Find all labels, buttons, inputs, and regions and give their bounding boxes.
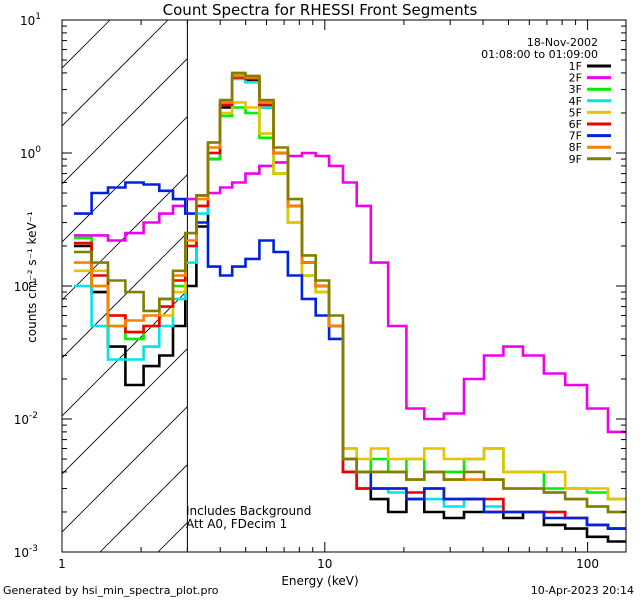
series-line-9F: [74, 71, 626, 514]
hatch-line: [62, 20, 169, 127]
series-line-6F: [74, 76, 626, 530]
hatch-line: [62, 58, 188, 185]
y-tick-exponent: 0: [35, 145, 41, 155]
hatch-line: [62, 406, 188, 533]
y-tick-label: 10-2: [14, 411, 38, 427]
series-line-7F: [74, 181, 626, 530]
y-tick-label: 101: [20, 12, 41, 28]
series-line-8F: [74, 74, 626, 514]
timestamp-label: 10-Apr-2023 20:14: [530, 584, 634, 597]
y-tick-label: 10-3: [14, 544, 38, 560]
x-tick-label: 100: [576, 557, 599, 571]
series-line-2F: [74, 151, 626, 434]
series-line-5F: [74, 101, 626, 501]
y-tick-label: 100: [20, 145, 41, 161]
series-line-4F: [74, 77, 626, 530]
legend-label-5F: 5F: [569, 106, 582, 119]
y-axis-label: counts cm⁻² s⁻¹ keV⁻¹: [25, 211, 39, 343]
series-line-3F: [74, 106, 626, 501]
legend-label-3F: 3F: [569, 83, 582, 96]
hatch-line: [62, 174, 188, 301]
legend-label-2F: 2F: [569, 72, 582, 85]
legend-label-9F: 9F: [569, 153, 582, 166]
background-note: Includes Background: [186, 504, 312, 518]
legend-label-1F: 1F: [569, 60, 582, 73]
x-tick-label: 1: [58, 557, 66, 571]
x-axis-label: Energy (keV): [281, 574, 359, 588]
y-tick-exponent: 1: [35, 12, 41, 22]
chart-title: Count Spectra for RHESSI Front Segments: [162, 1, 478, 19]
legend-label-7F: 7F: [569, 130, 582, 143]
y-tick-exponent: -1: [29, 278, 38, 288]
time-range-label: 01:08:00 to 01:09:00: [481, 48, 598, 61]
hatch-line: [62, 116, 188, 243]
y-tick-exponent: -2: [29, 411, 38, 421]
hatch-line: [62, 348, 188, 475]
x-tick-label: 10: [317, 557, 332, 571]
legend-label-4F: 4F: [569, 95, 582, 108]
date-label: 18-Nov-2002: [526, 36, 598, 49]
series-layer: [74, 71, 626, 543]
attenuator-note: Att A0, FDecim 1: [186, 517, 288, 531]
y-tick-exponent: -3: [29, 544, 38, 554]
legend-label-8F: 8F: [569, 141, 582, 154]
hatch-line: [62, 232, 188, 359]
legend-label-6F: 6F: [569, 118, 582, 131]
generated-by-label: Generated by hsi_min_spectra_plot.pro: [3, 584, 219, 597]
